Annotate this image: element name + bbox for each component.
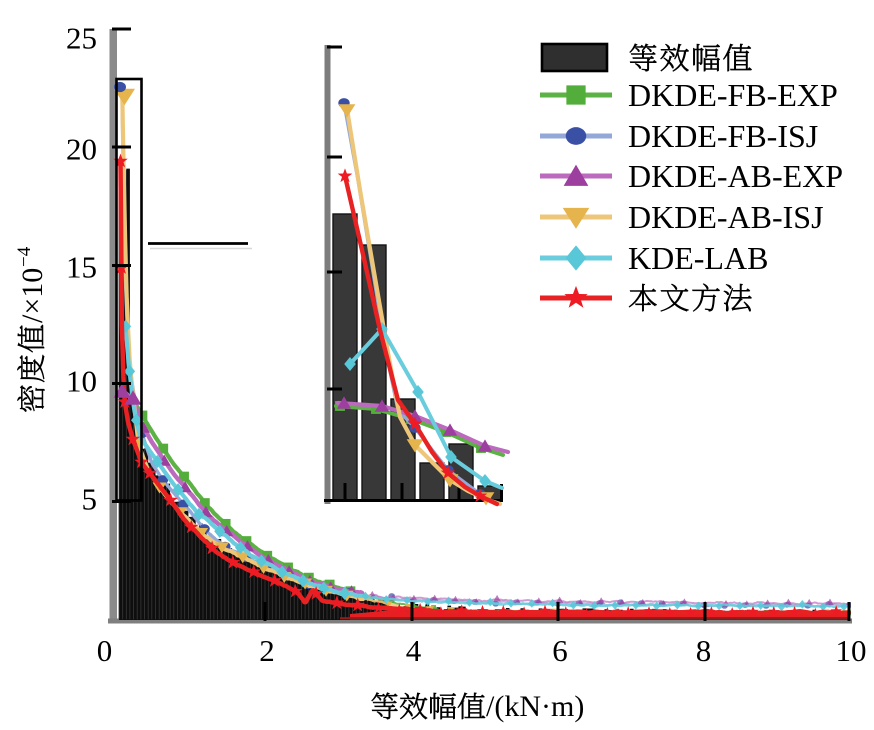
svg-text:/×10: /×10: [16, 268, 49, 323]
svg-text:10: 10: [836, 633, 867, 668]
svg-text:DKDE-FB-EXP: DKDE-FB-EXP: [628, 77, 838, 113]
svg-text:KDE-LAB: KDE-LAB: [628, 240, 768, 276]
svg-text:15: 15: [66, 250, 97, 285]
svg-text:8: 8: [696, 633, 712, 668]
svg-text:2: 2: [259, 633, 275, 668]
svg-text:0: 0: [97, 633, 113, 668]
svg-text:25: 25: [66, 21, 97, 56]
svg-text:5: 5: [82, 482, 98, 517]
svg-text:6: 6: [552, 633, 568, 668]
svg-text:10: 10: [66, 364, 97, 399]
svg-text:/(kN·m): /(kN·m): [486, 690, 584, 723]
svg-text:DKDE-FB-ISJ: DKDE-FB-ISJ: [628, 118, 818, 154]
svg-text:DKDE-AB-ISJ: DKDE-AB-ISJ: [628, 199, 824, 235]
svg-text:20: 20: [66, 132, 97, 167]
svg-text:4: 4: [406, 633, 422, 668]
svg-text:DKDE-AB-EXP: DKDE-AB-EXP: [628, 158, 843, 194]
svg-text:−4: −4: [14, 246, 35, 267]
